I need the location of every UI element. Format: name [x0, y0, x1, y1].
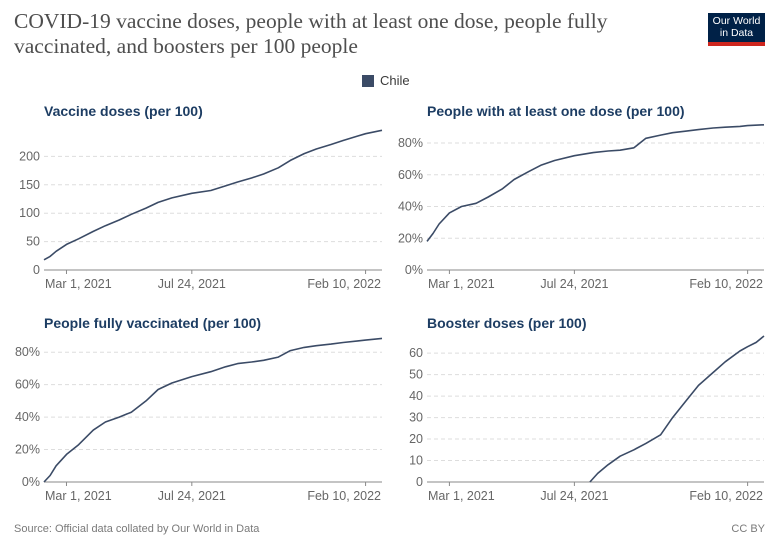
y-tick-label: 80% [398, 136, 423, 150]
x-tick-label: Mar 1, 2021 [45, 277, 112, 291]
y-tick-label: 0% [405, 263, 423, 277]
y-tick-label: 0% [22, 475, 40, 489]
logo-line-1: Our World [712, 15, 761, 27]
series-line-chile[interactable] [43, 129, 383, 261]
x-tick-label: Jul 24, 2021 [158, 277, 226, 291]
series-line-chile[interactable] [43, 337, 383, 483]
y-tick-label: 40 [409, 389, 423, 403]
y-tick-label: 20 [409, 432, 423, 446]
y-tick-label: 60 [409, 346, 423, 360]
y-tick-label: 30 [409, 411, 423, 425]
legend-swatch [362, 74, 374, 87]
panel-title: People fully vaccinated (per 100) [44, 315, 261, 331]
series-line-chile[interactable] [426, 124, 765, 242]
x-tick-label: Feb 10, 2022 [689, 277, 763, 291]
y-tick-label: 20% [15, 443, 40, 457]
x-tick-label: Mar 1, 2021 [428, 277, 495, 291]
x-tick-label: Feb 10, 2022 [307, 489, 381, 503]
y-tick-label: 20% [398, 231, 423, 245]
x-tick-label: Mar 1, 2021 [428, 489, 495, 503]
panel-title: People with at least one dose (per 100) [427, 103, 685, 119]
x-tick-label: Jul 24, 2021 [158, 489, 226, 503]
logo-line-2: in Data [719, 27, 754, 39]
x-tick-label: Feb 10, 2022 [689, 489, 763, 503]
y-tick-label: 40% [15, 410, 40, 424]
y-tick-label: 0 [416, 475, 423, 489]
panel-title: Booster doses (per 100) [427, 315, 587, 331]
y-tick-label: 80% [15, 345, 40, 359]
y-tick-label: 0 [33, 263, 40, 277]
y-tick-label: 100 [19, 206, 40, 220]
y-tick-label: 150 [19, 178, 40, 192]
y-tick-label: 60% [398, 168, 423, 182]
series-line-chile[interactable] [589, 335, 765, 483]
legend-label: Chile [380, 73, 410, 88]
y-tick-label: 50 [409, 368, 423, 382]
license-label[interactable]: CC BY [731, 523, 765, 535]
x-tick-label: Jul 24, 2021 [540, 277, 608, 291]
owid-logo[interactable]: Our World in Data [708, 13, 765, 46]
legend[interactable]: Chile [362, 73, 410, 88]
x-tick-label: Feb 10, 2022 [307, 277, 381, 291]
chart-title: COVID-19 vaccine doses, people with at l… [14, 9, 608, 58]
y-tick-label: 50 [26, 235, 40, 249]
panel-title: Vaccine doses (per 100) [44, 103, 203, 119]
y-tick-label: 40% [398, 200, 423, 214]
x-tick-label: Mar 1, 2021 [45, 489, 112, 503]
y-tick-label: 60% [15, 378, 40, 392]
x-tick-label: Jul 24, 2021 [540, 489, 608, 503]
y-tick-label: 200 [19, 149, 40, 163]
source-note[interactable]: Source: Official data collated by Our Wo… [14, 523, 260, 535]
y-tick-label: 10 [409, 454, 423, 468]
